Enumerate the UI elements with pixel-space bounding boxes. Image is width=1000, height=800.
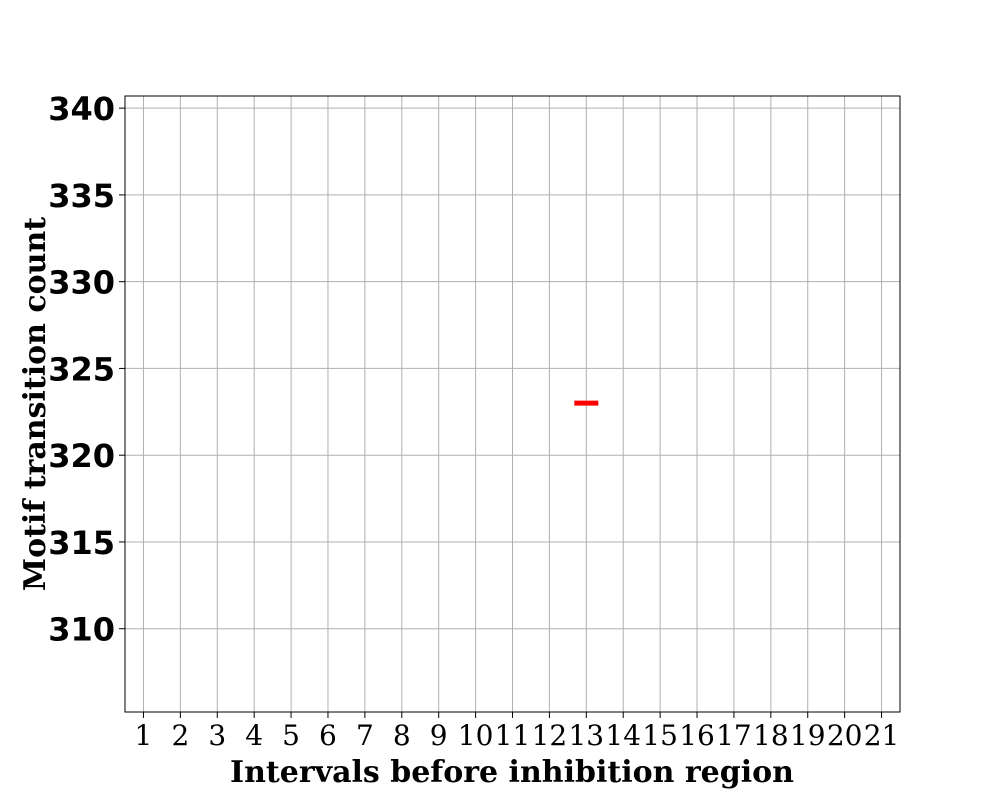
x-tick-label: 4 — [245, 719, 263, 752]
y-tick-label: 320 — [48, 437, 115, 475]
x-tick-label: 17 — [716, 719, 752, 752]
y-tick-label: 340 — [48, 90, 115, 128]
x-tick-label: 1 — [135, 719, 153, 752]
y-axis-label: Motif transition count — [18, 217, 53, 591]
x-tick-label: 14 — [605, 719, 641, 752]
grid — [125, 96, 900, 712]
x-tick-label: 20 — [827, 719, 863, 752]
x-tick-label: 11 — [495, 719, 531, 752]
x-tick-label: 8 — [393, 719, 411, 752]
x-axis-ticks: 1 2 3 4 5 6 7 8 9 10 11 12 13 14 15 16 17 18 19 20 21 — [135, 712, 900, 752]
x-tick-label: 15 — [642, 719, 678, 752]
y-axis-ticks: 310 315 320 325 330 335 340 — [48, 90, 125, 649]
x-tick-label: 9 — [430, 719, 448, 752]
x-tick-label: 16 — [679, 719, 715, 752]
y-tick-label: 315 — [48, 524, 115, 562]
x-tick-label: 2 — [171, 719, 189, 752]
x-tick-label: 13 — [568, 719, 604, 752]
y-tick-label: 310 — [48, 611, 115, 649]
y-tick-label: 330 — [48, 264, 115, 302]
x-tick-label: 7 — [356, 719, 374, 752]
x-tick-label: 12 — [532, 719, 568, 752]
x-tick-label: 5 — [282, 719, 300, 752]
x-tick-label: 18 — [753, 719, 789, 752]
x-tick-label: 21 — [864, 719, 900, 752]
y-tick-label: 335 — [48, 177, 115, 215]
y-tick-label: 325 — [48, 350, 115, 388]
x-tick-label: 6 — [319, 719, 337, 752]
x-axis-label: Intervals before inhibition region — [230, 755, 794, 790]
x-tick-label: 19 — [790, 719, 826, 752]
x-tick-label: 10 — [458, 719, 494, 752]
x-tick-label: 3 — [208, 719, 226, 752]
